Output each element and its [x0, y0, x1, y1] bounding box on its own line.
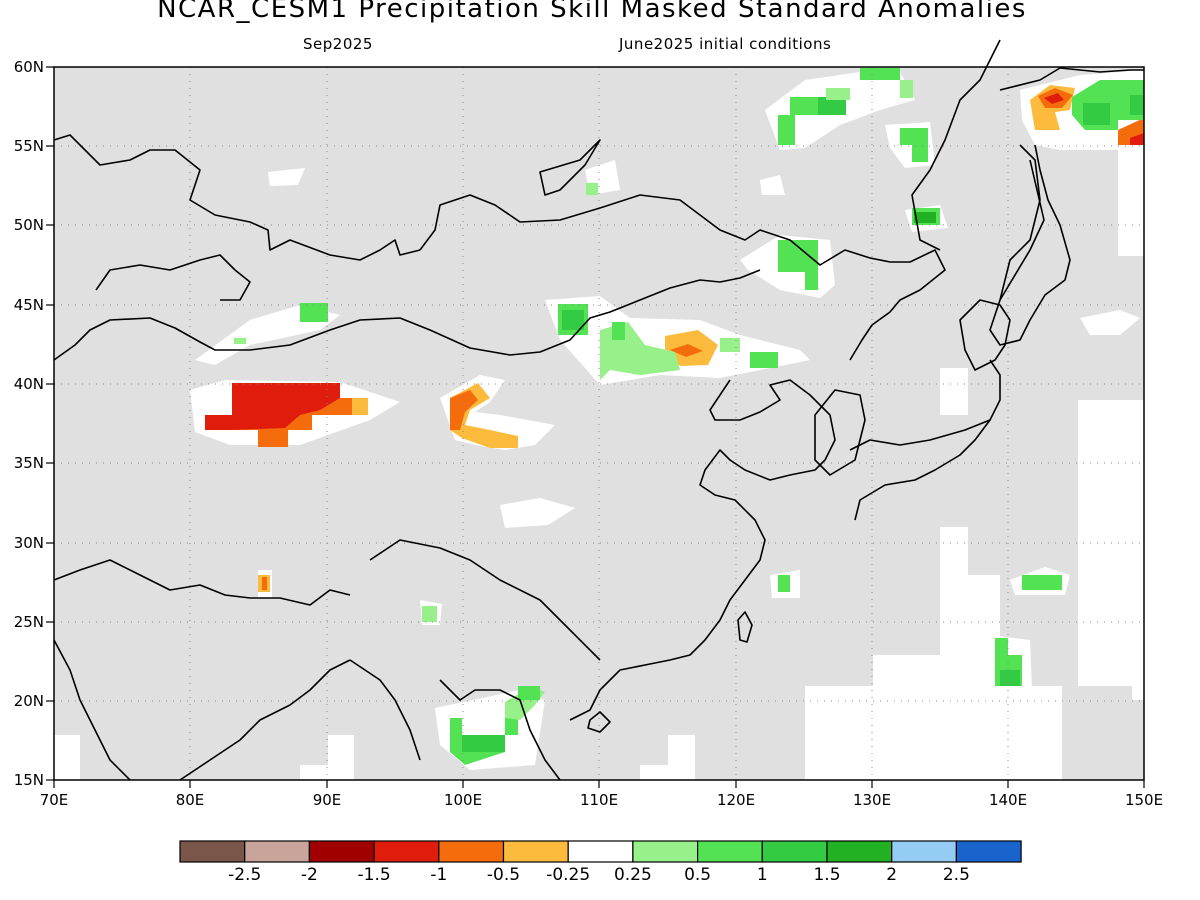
colorbar-label: 0.5: [684, 865, 712, 885]
colorbar: [179, 840, 1022, 863]
lon-label-130e: 130E: [852, 791, 892, 809]
lon-label-90e: 90E: [312, 791, 342, 809]
colorbar-box-2: [244, 840, 310, 863]
lat-label-50n: 50N: [13, 216, 44, 234]
lon-label-110e: 110E: [579, 791, 619, 809]
lat-label-55n: 55N: [13, 137, 44, 155]
lat-label-30n: 30N: [13, 534, 44, 552]
colorbar-box-10: [761, 840, 828, 863]
colorbar-label: 2.5: [942, 865, 970, 885]
lon-label-140e: 140E: [988, 791, 1028, 809]
colorbar-box-3: [308, 840, 375, 863]
colorbar-label: -1: [430, 865, 448, 885]
lon-label-120e: 120E: [716, 791, 756, 809]
colorbar-label: -2.5: [228, 865, 262, 885]
colorbar-box-4: [373, 840, 440, 863]
colorbar-label: 1: [756, 865, 768, 885]
lon-label-80e: 80E: [175, 791, 205, 809]
colorbar-box-13: [955, 840, 1022, 863]
colorbar-box-7: [567, 840, 634, 863]
colorbar-label: -0.25: [546, 865, 591, 885]
chart-title: NCAR_CESM1 Precipitation Skill Masked St…: [157, 0, 1027, 24]
colorbar-box-6: [502, 840, 569, 863]
colorbar-box-5: [438, 840, 505, 863]
colorbar-box-11: [826, 840, 893, 863]
colorbar-box-9: [696, 840, 763, 863]
lat-label-15n: 15N: [13, 771, 44, 789]
colorbar-box-8: [632, 840, 699, 863]
target-month: Sep2025: [303, 35, 373, 53]
coastlines: [53, 39, 1144, 781]
lon-label-150e: 150E: [1124, 791, 1164, 809]
lon-label-70e: 70E: [39, 791, 69, 809]
initial-conditions: June2025 initial conditions: [619, 35, 832, 53]
negative-anomalies: [205, 85, 1144, 592]
lat-label-60n: 60N: [13, 58, 44, 76]
lat-label-40n: 40N: [13, 375, 44, 393]
lat-label-35n: 35N: [13, 454, 44, 472]
colorbar-box-12: [891, 840, 958, 863]
colorbar-label: 1.5: [813, 865, 841, 885]
positive-anomalies: [234, 68, 1144, 765]
colorbar-label: 2: [886, 865, 898, 885]
colorbar-label: -1.5: [357, 865, 391, 885]
tick-marks: [46, 66, 1145, 788]
colorbar-label: 0.25: [613, 865, 652, 885]
lat-label-20n: 20N: [13, 692, 44, 710]
colorbar-label: -0.5: [486, 865, 521, 885]
lat-label-45n: 45N: [13, 296, 44, 314]
lon-label-100e: 100E: [443, 791, 483, 809]
lat-label-25n: 25N: [13, 613, 44, 631]
colorbar-label: -2: [300, 865, 318, 885]
colorbar-box-1: [179, 840, 246, 863]
